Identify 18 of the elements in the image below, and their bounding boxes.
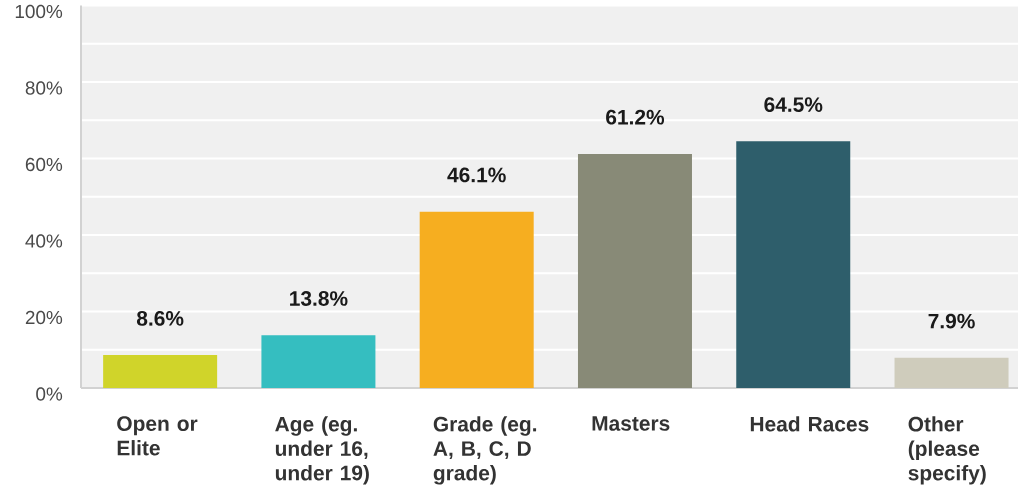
y-tick-label: 80% [25,81,63,95]
x-tick-label: Head Races [750,416,869,432]
x-tick-label: Masters [592,416,670,431]
x-tick-label: Age (eg. under 16, under 19) [275,416,369,485]
data-label: 13.8% [290,291,348,306]
y-tick-label: 0% [36,387,63,401]
y-tick-label: 40% [25,234,63,248]
y-tick-label: 60% [25,157,63,172]
data-label: 61.2% [606,109,665,125]
data-label: 64.5% [764,97,823,112]
y-tick-label: 100% [15,4,63,19]
x-tick-label: Open or Elite [117,416,198,456]
x-tick-label: Other (please specify) [908,416,986,485]
x-tick-label: Grade (eg. A, B, C, D grade) [433,416,537,485]
data-label: 7.9% [928,313,975,329]
data-label: 46.1% [447,167,506,183]
data-label: 8.6% [136,310,184,326]
y-tick-label: 20% [25,310,63,325]
